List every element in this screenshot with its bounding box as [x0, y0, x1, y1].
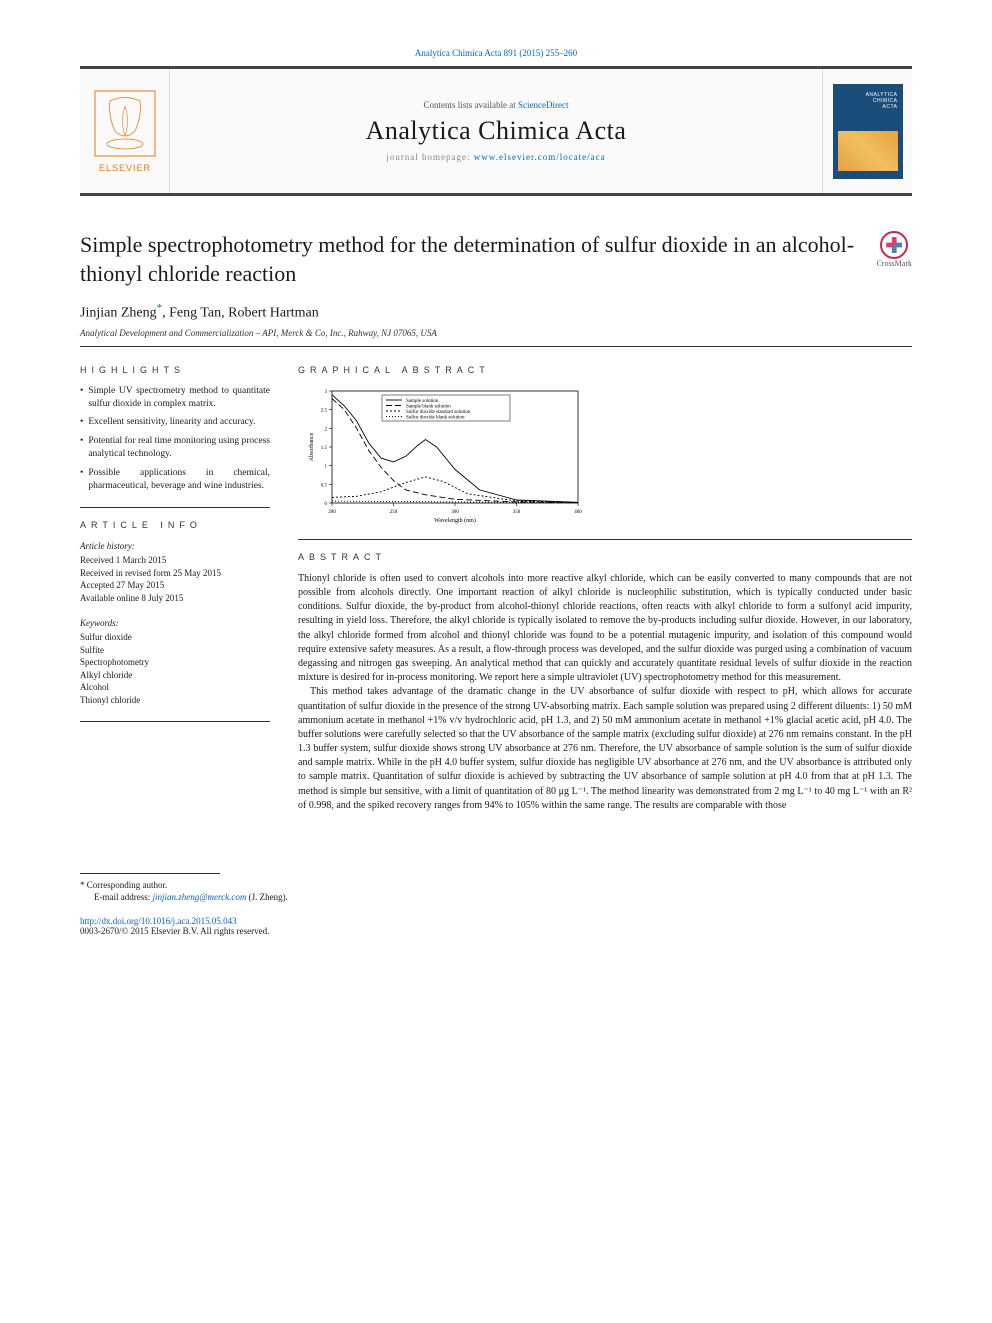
graphical-abstract-heading: GRAPHICAL ABSTRACT — [298, 365, 912, 375]
history-revised: Received in revised form 25 May 2015 — [80, 567, 270, 580]
elsevier-logo: ELSEVIER — [80, 69, 170, 193]
keywords-heading: Keywords: — [80, 617, 270, 630]
highlights-heading: HIGHLIGHTS — [80, 365, 270, 375]
affiliation: Analytical Development and Commercializa… — [80, 328, 912, 338]
citation-link[interactable]: Analytica Chimica Acta 891 (2015) 255–26… — [415, 48, 577, 58]
journal-homepage: journal homepage: www.elsevier.com/locat… — [386, 152, 605, 162]
svg-text:250: 250 — [390, 510, 398, 515]
svg-text:Sulfur dioxide standard soluti: Sulfur dioxide standard solution — [406, 410, 471, 415]
highlight-item: Possible applications in chemical, pharm… — [80, 467, 270, 493]
keyword-item: Sulfur dioxide — [80, 631, 270, 644]
journal-cover-thumb — [822, 69, 912, 193]
svg-text:300: 300 — [451, 510, 459, 515]
svg-text:Absorbance: Absorbance — [309, 432, 315, 461]
svg-text:2.5: 2.5 — [321, 409, 328, 414]
svg-text:0.5: 0.5 — [321, 483, 328, 488]
sciencedirect-link[interactable]: ScienceDirect — [518, 100, 568, 110]
email-line: E-mail address: jinjian.zheng@merck.com … — [94, 892, 912, 902]
abstract-p1: Thionyl chloride is often used to conver… — [298, 572, 912, 686]
svg-text:Sample solution: Sample solution — [406, 399, 439, 404]
homepage-link[interactable]: www.elsevier.com/locate/aca — [474, 152, 606, 162]
keyword-item: Sulfite — [80, 644, 270, 657]
highlight-item: Potential for real time monitoring using… — [80, 435, 270, 461]
history-received: Received 1 March 2015 — [80, 554, 270, 567]
crossmark-label: CrossMark — [876, 259, 912, 268]
svg-text:400: 400 — [574, 510, 582, 515]
abstract-text: Thionyl chloride is often used to conver… — [298, 572, 912, 813]
svg-text:0: 0 — [325, 502, 328, 507]
keyword-item: Alkyl chloride — [80, 669, 270, 682]
crossmark-icon — [880, 231, 908, 259]
citation-line: Analytica Chimica Acta 891 (2015) 255–26… — [80, 48, 912, 58]
journal-title: Analytica Chimica Acta — [366, 116, 627, 146]
svg-text:1.5: 1.5 — [321, 446, 328, 451]
keyword-item: Alcohol — [80, 681, 270, 694]
graphical-abstract-chart: 200 250 300 350 400 0 0.5 1 1.5 2 2.5 3 Wavelength (… — [304, 385, 584, 525]
crossmark-badge[interactable]: CrossMark — [876, 231, 912, 268]
authors-line: Jinjian Zheng*, Feng Tan, Robert Hartman — [80, 302, 912, 322]
keyword-item: Spectrophotometry — [80, 656, 270, 669]
journal-header: ELSEVIER Contents lists available at Sci… — [80, 66, 912, 196]
svg-text:ELSEVIER: ELSEVIER — [98, 163, 150, 173]
keyword-item: Thionyl chloride — [80, 694, 270, 707]
svg-text:Sample blank solution: Sample blank solution — [406, 404, 451, 409]
article-title: Simple spectrophotometry method for the … — [80, 231, 856, 288]
highlight-item: Simple UV spectrometry method to quantit… — [80, 385, 270, 411]
corr-author-note: * Corresponding author. — [80, 880, 912, 890]
history-online: Available online 8 July 2015 — [80, 592, 270, 605]
email-link[interactable]: jinjian.zheng@merck.com — [152, 892, 246, 902]
history-accepted: Accepted 27 May 2015 — [80, 579, 270, 592]
svg-text:2: 2 — [325, 427, 328, 432]
svg-text:200: 200 — [328, 510, 336, 515]
svg-text:1: 1 — [325, 465, 328, 470]
abstract-p2: This method takes advantage of the drama… — [298, 685, 912, 813]
contents-list-line: Contents lists available at ScienceDirec… — [424, 100, 569, 110]
article-info-block: Article history: Received 1 March 2015 R… — [80, 540, 270, 707]
abstract-heading: ABSTRACT — [298, 552, 912, 562]
highlights-list: Simple UV spectrometry method to quantit… — [80, 385, 270, 493]
svg-text:350: 350 — [513, 510, 521, 515]
svg-text:Wavelength (nm): Wavelength (nm) — [434, 517, 476, 524]
doi-link[interactable]: http://dx.doi.org/10.1016/j.aca.2015.05.… — [80, 916, 237, 926]
history-heading: Article history: — [80, 540, 270, 553]
highlight-item: Excellent sensitivity, linearity and acc… — [80, 416, 270, 429]
article-info-heading: ARTICLE INFO — [80, 520, 270, 530]
copyright-line: 0003-2670/© 2015 Elsevier B.V. All right… — [80, 926, 269, 936]
svg-text:3: 3 — [325, 390, 328, 395]
svg-text:Sulfur dioxide blank solution: Sulfur dioxide blank solution — [406, 415, 465, 420]
